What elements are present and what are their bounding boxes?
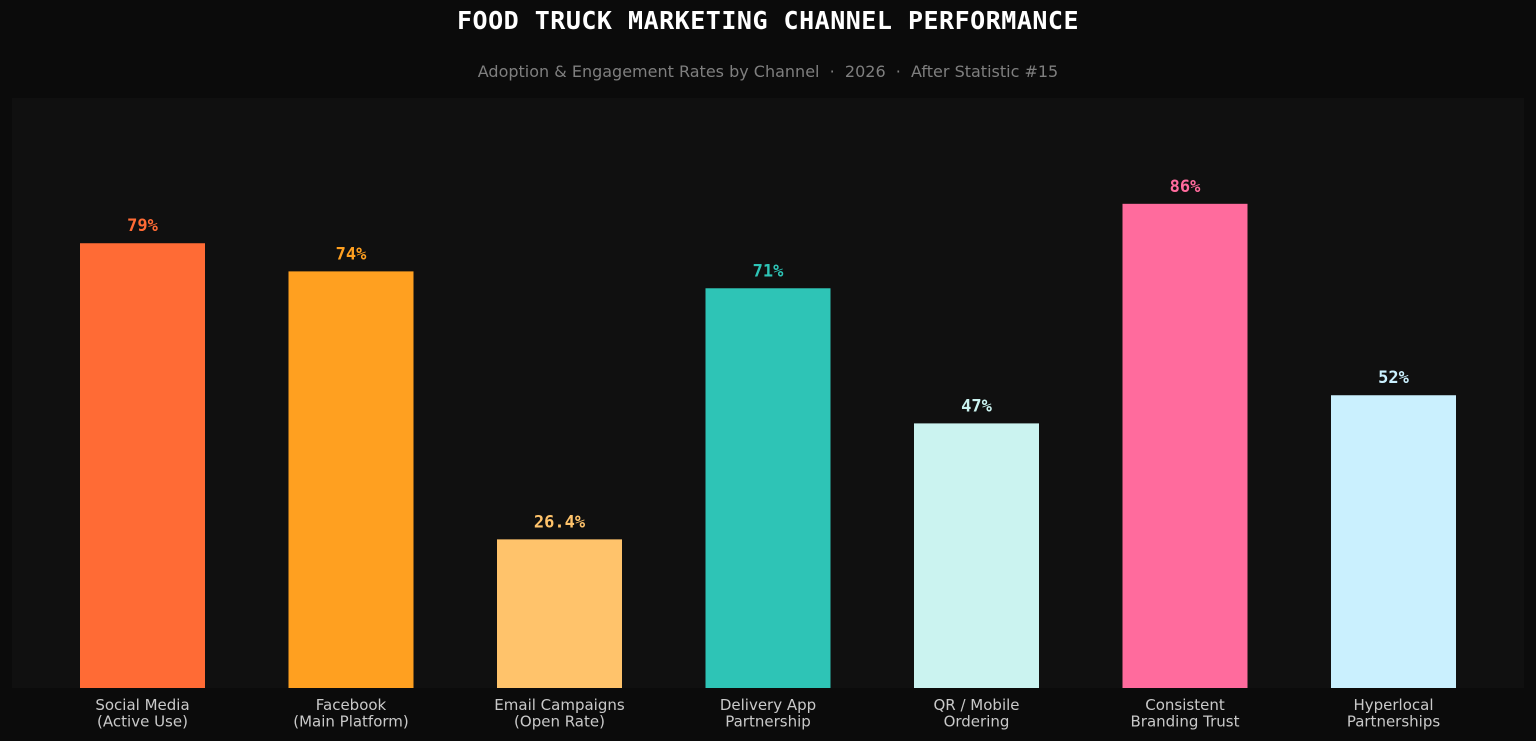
bar-1 [288,271,414,688]
value-label-5: 86% [1170,177,1201,197]
value-label-0: 79% [127,216,158,236]
x-tick-label-3: Delivery App Partnership [720,696,816,731]
value-label-6: 52% [1378,368,1409,388]
x-tick-label-0: Social Media (Active Use) [95,696,189,731]
value-labels-layer: 79% 74% 26.4% 71% 47% 86% 52% [127,177,1409,533]
value-label-3: 71% [753,261,784,281]
value-label-2: 26.4% [534,512,586,532]
bar-2 [497,539,622,688]
bar-5 [1122,203,1248,688]
bar-0 [80,243,205,689]
x-tick-label-1: Facebook (Main Platform) [293,696,409,731]
value-label-1: 74% [336,244,367,264]
x-tick-label-2: Email Campaigns (Open Rate) [494,696,625,731]
chart-title: FOOD TRUCK MARKETING CHANNEL PERFORMANCE [456,6,1080,35]
value-label-4: 47% [961,396,992,416]
bars-layer [80,203,1456,689]
tick-labels-layer: Social Media (Active Use) Facebook (Main Pl… [95,696,1440,731]
bar-6 [1331,395,1456,688]
bar-4 [914,423,1039,688]
bar-3 [705,288,831,688]
x-tick-label-6: Hyperlocal Partnerships [1347,696,1441,731]
x-tick-label-4: QR / Mobile Ordering [933,696,1019,731]
x-tick-label-5: Consistent Branding Trust [1131,696,1240,731]
chart-subtitle: Adoption & Engagement Rates by Channel ·… [477,62,1059,81]
